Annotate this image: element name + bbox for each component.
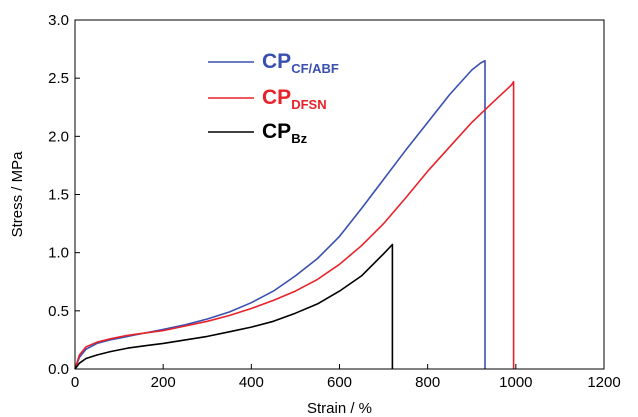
x-axis-title: Strain / % [307, 400, 372, 417]
series-line-cf-abf [74, 59, 486, 370]
x-tick-label: 600 [327, 374, 352, 391]
y-tick-label: 3.0 [48, 12, 69, 29]
x-tick-label: 1000 [499, 374, 532, 391]
y-axis-title: Stress / MPa [9, 151, 26, 238]
y-tick-label: 0.0 [48, 361, 69, 378]
legend-label: CPBz [262, 120, 308, 146]
y-tick-label: 2.0 [48, 128, 69, 145]
x-tick-label: 400 [239, 374, 264, 391]
y-tick-label: 1.0 [48, 245, 69, 262]
series-line-bz [74, 243, 394, 370]
series-layer [74, 59, 515, 370]
y-tick-label: 2.5 [48, 70, 69, 87]
series-line-dfsn [74, 80, 515, 370]
ticks-layer [74, 19, 605, 370]
y-tick-label: 0.5 [48, 303, 69, 320]
plot-frame [74, 19, 605, 370]
x-tick-label: 800 [415, 374, 440, 391]
x-tick-label: 1200 [587, 374, 620, 391]
y-tick-label: 1.5 [48, 187, 69, 204]
legend: CPCF/ABF CPDFSN CPBz [208, 50, 339, 146]
legend-label: CPCF/ABF [262, 50, 339, 76]
x-tick-label: 200 [151, 374, 176, 391]
labels-layer: 0 200 400 600 800 1000 1200 0.0 0.5 1.0 1.5 2.0 2.5 3… [48, 12, 621, 391]
x-tick-label: 0 [71, 374, 79, 391]
legend-label: CPDFSN [262, 86, 327, 112]
